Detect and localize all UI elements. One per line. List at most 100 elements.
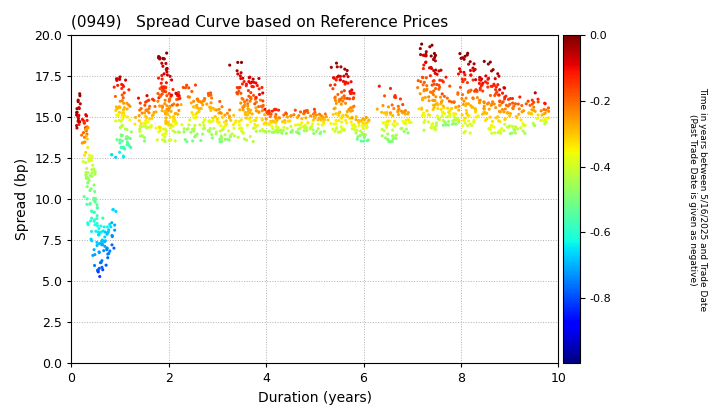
Point — [433, 68, 445, 74]
Point — [164, 73, 176, 80]
Point — [216, 103, 228, 110]
Point — [171, 91, 182, 97]
Point — [335, 73, 346, 80]
Point — [448, 121, 459, 127]
Point — [376, 109, 387, 116]
Point — [199, 117, 210, 123]
Point — [183, 121, 194, 128]
Point — [345, 90, 356, 97]
Point — [528, 99, 539, 106]
Point — [435, 67, 446, 74]
Point — [413, 105, 425, 112]
Point — [436, 77, 448, 84]
Point — [106, 219, 117, 226]
Point — [91, 220, 103, 227]
Point — [431, 71, 443, 78]
Point — [155, 93, 166, 100]
Point — [183, 84, 194, 91]
Point — [347, 104, 359, 110]
Point — [194, 121, 206, 128]
Point — [482, 80, 493, 87]
Point — [192, 104, 203, 111]
Point — [141, 98, 153, 105]
Point — [250, 105, 261, 111]
Point — [92, 268, 104, 274]
Point — [215, 123, 227, 129]
Point — [81, 113, 92, 119]
Point — [161, 128, 172, 134]
Point — [499, 96, 510, 102]
Point — [195, 137, 207, 144]
Point — [389, 118, 400, 125]
Point — [417, 97, 428, 103]
Point — [345, 108, 356, 115]
Point — [351, 113, 362, 120]
Point — [480, 79, 491, 85]
Point — [204, 125, 216, 132]
Point — [359, 133, 370, 139]
Point — [251, 128, 262, 135]
Point — [213, 119, 225, 126]
Point — [87, 162, 99, 168]
Point — [215, 133, 227, 139]
Point — [491, 89, 503, 95]
Point — [86, 166, 97, 173]
Point — [282, 114, 293, 121]
Point — [84, 200, 96, 207]
Point — [238, 130, 249, 136]
Point — [271, 128, 282, 134]
Point — [119, 112, 130, 119]
Point — [163, 96, 175, 102]
Point — [81, 183, 93, 190]
Point — [435, 94, 446, 100]
Point — [418, 52, 429, 59]
Point — [93, 225, 104, 232]
Point — [318, 114, 329, 121]
Point — [286, 112, 297, 119]
Point — [152, 98, 163, 105]
Point — [505, 130, 516, 137]
Point — [400, 120, 412, 127]
Point — [357, 116, 369, 122]
Point — [155, 127, 166, 134]
Point — [122, 134, 134, 141]
Point — [358, 138, 369, 144]
Point — [444, 107, 456, 114]
Point — [444, 113, 455, 119]
Point — [512, 126, 523, 132]
Point — [89, 171, 101, 178]
Point — [448, 110, 459, 117]
Point — [133, 112, 145, 119]
Point — [282, 125, 293, 132]
Point — [479, 110, 490, 117]
Point — [359, 131, 371, 138]
Point — [262, 110, 274, 116]
Point — [302, 120, 314, 126]
Point — [346, 114, 358, 121]
Point — [120, 77, 131, 84]
Point — [500, 106, 511, 113]
Point — [539, 110, 551, 116]
Point — [318, 120, 330, 127]
Point — [246, 110, 258, 117]
Point — [418, 86, 430, 93]
Point — [529, 89, 541, 96]
Point — [244, 98, 256, 105]
Point — [458, 101, 469, 108]
Point — [189, 104, 200, 110]
Point — [443, 109, 454, 116]
Point — [467, 77, 479, 84]
Point — [333, 117, 344, 124]
Point — [145, 123, 156, 130]
Point — [490, 90, 502, 97]
Point — [73, 104, 85, 111]
Point — [423, 94, 434, 100]
Point — [239, 101, 251, 108]
Point — [217, 127, 228, 134]
Point — [306, 123, 318, 130]
Point — [114, 74, 126, 80]
Point — [511, 114, 523, 121]
Point — [235, 100, 246, 106]
Point — [235, 69, 247, 76]
Point — [352, 134, 364, 140]
